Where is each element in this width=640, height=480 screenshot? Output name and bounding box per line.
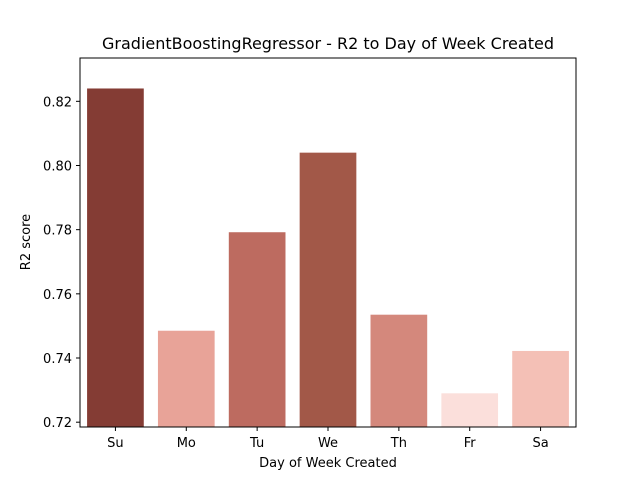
y-tick-label: 0.82: [43, 95, 72, 110]
y-axis-ticks: 0.72 0.74 0.76 0.78 0.80 0.82: [43, 95, 80, 431]
y-axis-label: R2 score: [19, 214, 34, 270]
chart-title: GradientBoostingRegressor - R2 to Day of…: [102, 34, 554, 53]
bar-sa: [512, 350, 569, 427]
x-tick-label: Su: [107, 436, 124, 451]
y-tick-label: 0.78: [43, 224, 72, 239]
bars-group: [87, 88, 569, 427]
x-tick-label: We: [318, 436, 338, 451]
x-tick-label: Fr: [464, 436, 477, 451]
y-tick-label: 0.72: [43, 416, 72, 431]
x-axis-ticks: Su Mo Tu We Th Fr Sa: [107, 427, 549, 451]
y-tick-label: 0.76: [43, 288, 72, 303]
x-axis-label: Day of Week Created: [259, 456, 397, 471]
x-tick-label: Th: [390, 436, 407, 451]
bar-fr: [441, 393, 499, 427]
bar-tu: [228, 232, 286, 427]
bar-su: [87, 88, 144, 427]
bar-th: [370, 314, 428, 427]
x-tick-label: Tu: [249, 436, 264, 451]
y-tick-label: 0.80: [43, 159, 72, 174]
bar-we: [299, 152, 357, 427]
bar-mo: [157, 330, 215, 427]
x-tick-label: Sa: [532, 436, 548, 451]
x-tick-label: Mo: [177, 436, 196, 451]
y-tick-label: 0.74: [43, 352, 72, 367]
